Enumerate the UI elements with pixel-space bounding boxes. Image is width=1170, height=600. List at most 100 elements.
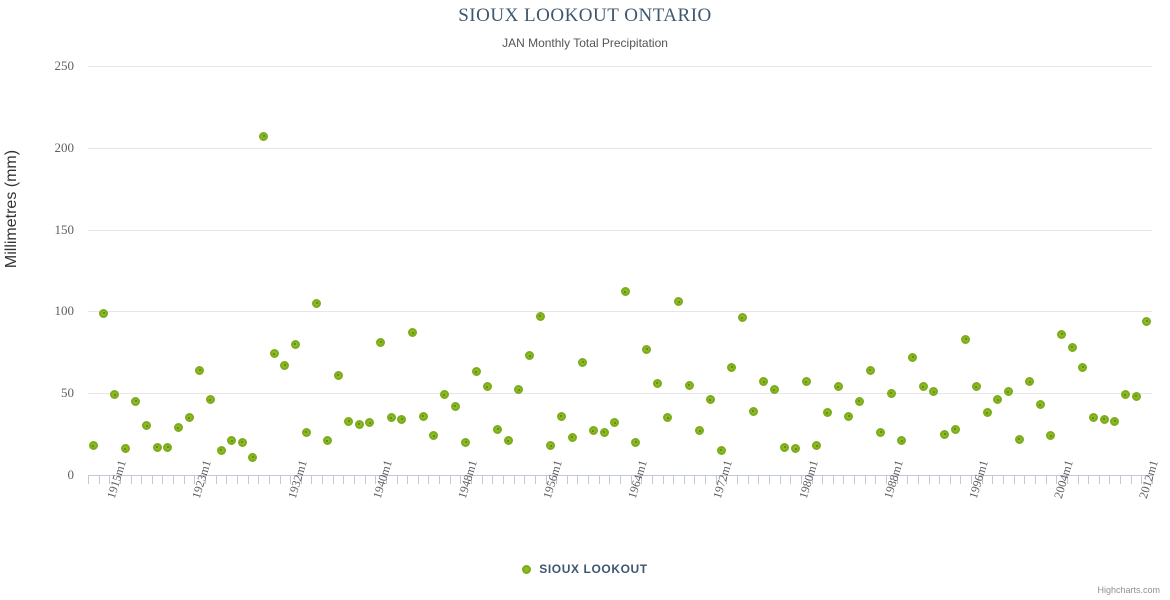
data-point[interactable]	[184, 413, 194, 423]
data-point[interactable]	[1131, 391, 1141, 401]
data-point[interactable]	[993, 395, 1003, 405]
data-point[interactable]	[908, 352, 918, 362]
data-point[interactable]	[450, 401, 460, 411]
data-point[interactable]	[1099, 414, 1109, 424]
data-point[interactable]	[1110, 416, 1120, 426]
data-point[interactable]	[727, 362, 737, 372]
data-point[interactable]	[599, 427, 609, 437]
data-point[interactable]	[620, 287, 630, 297]
data-point[interactable]	[1014, 434, 1024, 444]
data-point[interactable]	[674, 297, 684, 307]
data-point[interactable]	[886, 388, 896, 398]
data-point[interactable]	[705, 395, 715, 405]
data-point[interactable]	[120, 444, 130, 454]
data-point[interactable]	[631, 437, 641, 447]
data-point[interactable]	[695, 426, 705, 436]
data-point[interactable]	[227, 436, 237, 446]
data-point[interactable]	[535, 311, 545, 321]
data-point[interactable]	[195, 365, 205, 375]
data-point[interactable]	[588, 426, 598, 436]
data-point[interactable]	[716, 445, 726, 455]
data-point[interactable]	[748, 406, 758, 416]
data-point[interactable]	[578, 357, 588, 367]
data-point[interactable]	[801, 377, 811, 387]
data-point[interactable]	[269, 349, 279, 359]
data-point[interactable]	[514, 385, 524, 395]
data-point[interactable]	[88, 441, 98, 451]
data-point[interactable]	[833, 382, 843, 392]
data-point[interactable]	[737, 313, 747, 323]
legend-item-sioux-lookout[interactable]: SIOUX LOOKOUT	[522, 562, 647, 576]
data-point[interactable]	[237, 437, 247, 447]
data-point[interactable]	[556, 411, 566, 421]
data-point[interactable]	[525, 351, 535, 361]
data-point[interactable]	[99, 308, 109, 318]
data-point[interactable]	[376, 337, 386, 347]
data-point[interactable]	[1025, 377, 1035, 387]
data-point[interactable]	[950, 424, 960, 434]
data-point[interactable]	[439, 390, 449, 400]
data-point[interactable]	[248, 452, 258, 462]
data-point[interactable]	[897, 436, 907, 446]
data-point[interactable]	[652, 378, 662, 388]
data-point[interactable]	[940, 429, 950, 439]
data-point[interactable]	[812, 441, 822, 451]
data-point[interactable]	[1088, 413, 1098, 423]
data-point[interactable]	[429, 431, 439, 441]
data-point[interactable]	[344, 416, 354, 426]
data-point[interactable]	[110, 390, 120, 400]
data-point[interactable]	[173, 423, 183, 433]
data-point[interactable]	[1120, 390, 1130, 400]
data-point[interactable]	[142, 421, 152, 431]
data-point[interactable]	[482, 382, 492, 392]
data-point[interactable]	[408, 328, 418, 338]
data-point[interactable]	[333, 370, 343, 380]
data-point[interactable]	[163, 442, 173, 452]
data-point[interactable]	[865, 365, 875, 375]
data-point[interactable]	[567, 432, 577, 442]
data-point[interactable]	[844, 411, 854, 421]
data-point[interactable]	[961, 334, 971, 344]
data-point[interactable]	[216, 445, 226, 455]
data-point[interactable]	[354, 419, 364, 429]
data-point[interactable]	[397, 414, 407, 424]
data-point[interactable]	[791, 444, 801, 454]
data-point[interactable]	[663, 413, 673, 423]
data-point[interactable]	[929, 387, 939, 397]
data-point[interactable]	[1078, 362, 1088, 372]
data-point[interactable]	[152, 442, 162, 452]
data-point[interactable]	[1057, 329, 1067, 339]
data-point[interactable]	[854, 396, 864, 406]
data-point[interactable]	[471, 367, 481, 377]
data-point[interactable]	[1003, 387, 1013, 397]
data-point[interactable]	[780, 442, 790, 452]
data-point[interactable]	[290, 339, 300, 349]
data-point[interactable]	[280, 360, 290, 370]
data-point[interactable]	[205, 395, 215, 405]
data-point[interactable]	[982, 408, 992, 418]
data-point[interactable]	[312, 298, 322, 308]
data-point[interactable]	[503, 436, 513, 446]
data-point[interactable]	[386, 413, 396, 423]
data-point[interactable]	[610, 418, 620, 428]
data-point[interactable]	[1046, 431, 1056, 441]
data-point[interactable]	[684, 380, 694, 390]
data-point[interactable]	[971, 382, 981, 392]
data-point[interactable]	[769, 385, 779, 395]
data-point[interactable]	[1067, 342, 1077, 352]
data-point[interactable]	[1142, 316, 1152, 326]
data-point[interactable]	[322, 436, 332, 446]
data-point[interactable]	[461, 437, 471, 447]
data-point[interactable]	[418, 411, 428, 421]
data-point[interactable]	[1035, 400, 1045, 410]
data-point[interactable]	[259, 131, 269, 141]
data-point[interactable]	[642, 344, 652, 354]
data-point[interactable]	[301, 427, 311, 437]
data-point[interactable]	[876, 427, 886, 437]
data-point[interactable]	[759, 377, 769, 387]
data-point[interactable]	[822, 408, 832, 418]
data-point[interactable]	[918, 382, 928, 392]
credits-link[interactable]: Highcharts.com	[1097, 585, 1160, 595]
data-point[interactable]	[546, 441, 556, 451]
data-point[interactable]	[493, 424, 503, 434]
